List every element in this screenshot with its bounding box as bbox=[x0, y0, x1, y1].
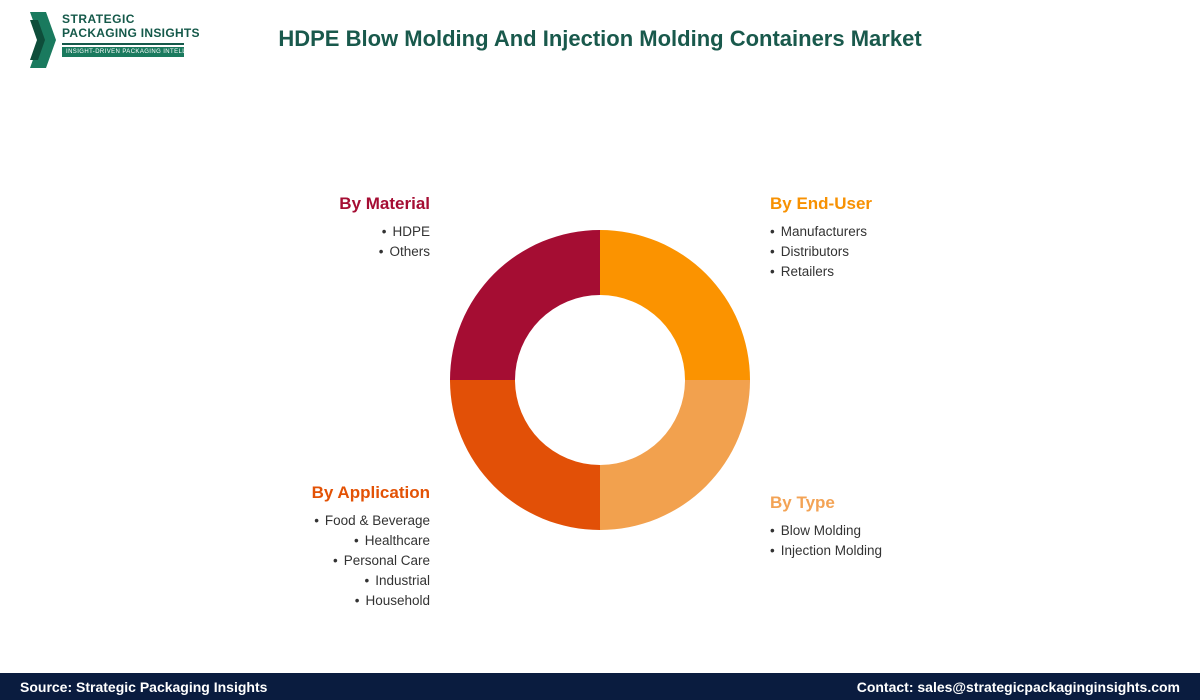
footer-contact: Contact: sales@strategicpackaginginsight… bbox=[856, 678, 1180, 695]
logo-divider bbox=[62, 43, 184, 45]
segment-title-material: By Material bbox=[339, 194, 430, 213]
segment-block-material: By Material HDPE Others bbox=[339, 194, 430, 262]
logo-arrow-icon bbox=[30, 12, 56, 73]
donut-segment-enduser bbox=[600, 230, 750, 380]
footer-bar: Source: Strategic Packaging Insights Con… bbox=[0, 673, 1200, 700]
segment-title-application: By Application bbox=[311, 483, 430, 502]
segment-title-type: By Type bbox=[770, 493, 835, 512]
segment-item: Blow Molding bbox=[770, 521, 882, 541]
logo-tagline: INSIGHT-DRIVEN PACKAGING INTELLIGENCE bbox=[62, 47, 184, 57]
segment-block-enduser: By End-User Manufacturers Distributors R… bbox=[770, 194, 872, 282]
footer-source: Source: Strategic Packaging Insights bbox=[20, 678, 268, 695]
segment-block-application: By Application Food & Beverage Healthcar… bbox=[312, 483, 430, 611]
segment-item: Distributors bbox=[770, 242, 872, 262]
segment-item: Injection Molding bbox=[770, 541, 882, 561]
segment-title-enduser: By End-User bbox=[770, 194, 873, 213]
donut-segment-application bbox=[450, 380, 600, 530]
segment-item: Food & Beverage bbox=[312, 511, 430, 531]
segment-item: Healthcare bbox=[312, 531, 430, 551]
page-title: HDPE Blow Molding And Injection Molding … bbox=[278, 26, 922, 51]
segment-item: Manufacturers bbox=[770, 222, 872, 242]
donut-chart bbox=[450, 230, 750, 530]
logo-line2: PACKAGING INSIGHTS bbox=[62, 26, 200, 40]
segment-item: Retailers bbox=[770, 262, 872, 282]
donut-segment-material bbox=[450, 230, 600, 380]
logo-line1: STRATEGIC bbox=[62, 12, 135, 26]
segment-item: Personal Care bbox=[312, 551, 430, 571]
segment-item: Others bbox=[339, 242, 430, 262]
donut-segment-type bbox=[600, 380, 750, 530]
segment-item: Household bbox=[312, 591, 430, 611]
company-logo: STRATEGIC PACKAGING INSIGHTS INSIGHT-DRI… bbox=[30, 12, 200, 73]
segment-item: Industrial bbox=[312, 571, 430, 591]
logo-text: STRATEGIC PACKAGING INSIGHTS INSIGHT-DRI… bbox=[62, 12, 200, 57]
segment-item: HDPE bbox=[339, 222, 430, 242]
segment-block-type: By Type Blow Molding Injection Molding bbox=[770, 493, 882, 561]
header: STRATEGIC PACKAGING INSIGHTS INSIGHT-DRI… bbox=[0, 0, 1200, 95]
